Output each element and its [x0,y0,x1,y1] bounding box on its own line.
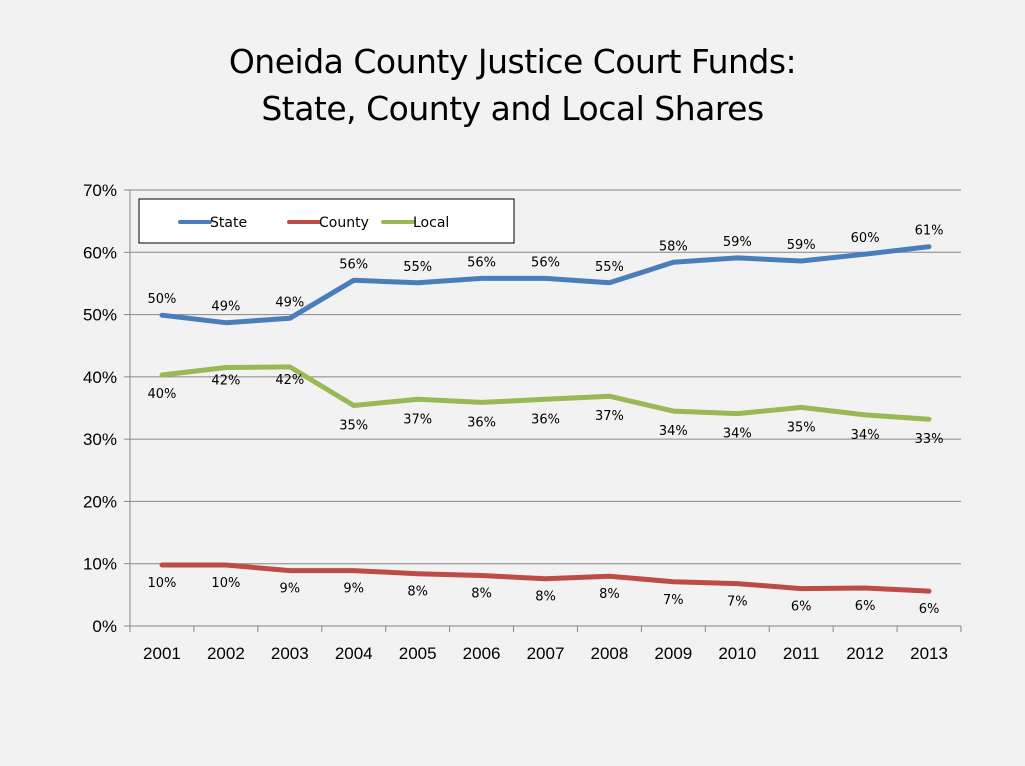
chart-title-line-1: Oneida County Justice Court Funds: [228,42,797,81]
y-tick-label: 30% [83,430,117,449]
data-label-county: 6% [791,600,812,615]
data-label-state: 59% [723,235,752,250]
x-tick-label: 2007 [527,644,565,663]
data-label-county: 9% [279,582,300,597]
series-line-local [159,364,932,422]
data-label-county: 10% [148,576,177,591]
legend-label-state: State [210,215,247,231]
y-tick-label: 50% [83,306,117,325]
y-tick-label: 60% [83,243,117,262]
data-label-county: 9% [343,582,364,597]
data-label-local: 37% [595,409,624,424]
data-label-county: 8% [471,587,492,602]
data-label-state: 49% [275,295,304,310]
x-tick-label: 2002 [207,644,245,663]
x-tick-label: 2011 [783,644,820,663]
data-label-local: 37% [403,412,432,427]
data-label-local: 34% [723,427,752,442]
x-tick-label: 2003 [271,644,309,663]
series-line-state [159,244,932,326]
data-label-county: 7% [727,595,748,610]
data-label-state: 55% [595,260,624,275]
data-label-county: 7% [663,593,684,608]
data-label-state: 56% [531,255,560,270]
x-tick-label: 2008 [591,644,629,663]
data-label-local: 36% [531,412,560,427]
x-tick-label: 2010 [718,644,756,663]
legend-label-local: Local [413,215,449,231]
y-tick-label: 70% [83,181,117,200]
data-label-local: 42% [275,373,304,388]
data-label-state: 61% [915,224,944,239]
x-tick-label: 2004 [335,644,373,663]
data-label-state: 60% [851,231,880,246]
data-label-state: 50% [148,292,177,307]
chart-title-line-2: State, County and Local Shares [261,89,764,128]
data-label-local: 35% [787,420,816,435]
y-tick-label: 0% [92,617,117,636]
data-label-state: 49% [211,300,240,315]
data-label-state: 56% [467,255,496,270]
data-label-county: 8% [599,587,620,602]
data-label-local: 34% [659,424,688,439]
data-label-county: 10% [211,576,240,591]
data-label-local: 36% [467,415,496,430]
x-tick-label: 2013 [910,644,948,663]
data-label-local: 40% [148,387,177,402]
x-tick-label: 2006 [463,644,501,663]
x-tick-label: 2001 [143,644,181,663]
x-tick-label: 2009 [654,644,692,663]
legend-label-county: County [319,215,369,231]
x-tick-label: 2005 [399,644,437,663]
data-label-state: 56% [339,257,368,272]
y-tick-label: 20% [83,492,117,511]
data-label-county: 6% [919,602,940,617]
data-label-county: 8% [535,590,556,605]
data-label-state: 59% [787,238,816,253]
y-tick-label: 40% [83,368,117,387]
data-label-local: 34% [851,428,880,443]
data-label-county: 6% [855,599,876,614]
data-label-county: 8% [407,585,428,600]
data-label-state: 55% [403,260,432,275]
data-label-local: 33% [915,432,944,447]
data-label-local: 35% [339,419,368,434]
data-label-local: 42% [211,374,240,389]
data-label-state: 58% [659,239,688,254]
x-tick-label: 2012 [846,644,884,663]
y-tick-label: 10% [83,555,117,574]
series-line-county [159,562,932,594]
